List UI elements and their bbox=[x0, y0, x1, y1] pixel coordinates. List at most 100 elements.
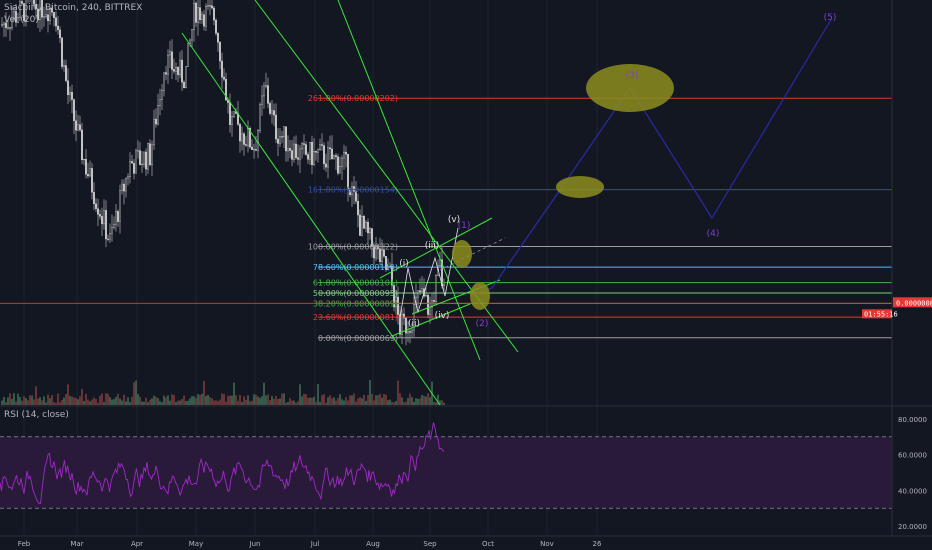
volume-bar bbox=[45, 402, 47, 405]
volume-label[interactable]: Vol (20) bbox=[4, 15, 39, 25]
volume-bar bbox=[201, 393, 203, 405]
volume-bar bbox=[89, 401, 91, 405]
elliott-projection[interactable]: (i) (ii) (iii) (iv) (v)(1) (2) (3) (4) (5) bbox=[399, 13, 836, 329]
rsi-panel bbox=[0, 422, 892, 509]
volume-bar bbox=[171, 394, 173, 405]
candle-body bbox=[405, 317, 408, 334]
candle-body bbox=[104, 210, 107, 240]
candle-body bbox=[367, 222, 370, 234]
volume-bar bbox=[97, 402, 99, 405]
candle-body bbox=[170, 51, 173, 70]
volume-bar bbox=[353, 393, 355, 405]
fib-level-label: 23.60%(0.00000081) bbox=[313, 313, 398, 322]
candle-body bbox=[74, 120, 77, 131]
volume-bar bbox=[117, 393, 119, 405]
candle-body bbox=[395, 296, 398, 308]
candle-body bbox=[86, 173, 89, 177]
volume-bar bbox=[329, 395, 331, 405]
volume-bar bbox=[11, 398, 13, 405]
candle-body bbox=[230, 116, 233, 125]
fib-level-label: 78.60%(0.00000110) bbox=[313, 263, 398, 272]
candle-body bbox=[72, 99, 75, 121]
volume-bar bbox=[5, 402, 7, 405]
channel-line bbox=[379, 217, 493, 279]
volume-bar bbox=[47, 394, 49, 405]
candle-body bbox=[419, 290, 422, 292]
countdown-tag bbox=[862, 309, 892, 319]
candle-body bbox=[291, 150, 294, 160]
fibonacci-retracement[interactable]: 261.80%(0.00000202) 161.80%(0.00000154) 10… bbox=[0, 94, 892, 343]
candle-body bbox=[136, 150, 139, 152]
volume-bar bbox=[113, 399, 115, 405]
volume-bar bbox=[319, 401, 321, 405]
candle-body bbox=[407, 331, 410, 334]
volume-bar bbox=[315, 401, 317, 405]
time-tick-label: Apr bbox=[131, 540, 143, 548]
price-channels[interactable] bbox=[181, 0, 519, 406]
volume-bar bbox=[31, 395, 33, 405]
volume-bar bbox=[311, 397, 313, 405]
candle-body bbox=[204, 5, 207, 27]
volume-bar bbox=[343, 400, 345, 405]
candle-body bbox=[287, 148, 290, 152]
candle-body bbox=[63, 65, 66, 67]
volume-bar bbox=[245, 399, 247, 405]
symbol-title[interactable]: Siacoin / Bitcoin, 240, BITTREX bbox=[4, 3, 143, 13]
volume-bar bbox=[25, 398, 27, 405]
volume-bar bbox=[1, 400, 3, 405]
volume-bar bbox=[215, 400, 217, 405]
volume-bar bbox=[247, 395, 249, 405]
volume-bar bbox=[309, 397, 311, 405]
volume-bar bbox=[141, 401, 143, 405]
dashed-projection bbox=[439, 237, 506, 271]
volume-bar bbox=[19, 396, 21, 405]
volume-bar bbox=[407, 398, 409, 405]
time-tick-label: Sep bbox=[423, 540, 437, 548]
volume-bar bbox=[9, 393, 11, 405]
subwave-label: (iii) bbox=[425, 241, 440, 251]
volume-bar bbox=[389, 399, 391, 405]
candle-body bbox=[90, 168, 93, 193]
candle-body bbox=[148, 143, 151, 166]
volume-bar bbox=[49, 398, 51, 405]
volume-bar bbox=[197, 394, 199, 405]
volume-bar bbox=[179, 400, 181, 405]
candle-body bbox=[214, 19, 217, 34]
volume-bar bbox=[65, 394, 67, 405]
fib-level-label: 261.80%(0.00000202) bbox=[308, 94, 398, 103]
subwave-path bbox=[399, 227, 459, 319]
volume-bar bbox=[147, 402, 149, 405]
volume-bar bbox=[393, 402, 395, 405]
candle-body bbox=[25, 0, 28, 21]
candle-body bbox=[23, 3, 26, 21]
volume-bar bbox=[205, 395, 207, 405]
volume-bar bbox=[265, 395, 267, 405]
volume-bar bbox=[397, 380, 399, 405]
volume-bar bbox=[189, 398, 191, 405]
volume-bar bbox=[293, 400, 295, 405]
volume-bar bbox=[85, 393, 87, 405]
candle-body bbox=[106, 238, 109, 240]
candle-body bbox=[373, 245, 376, 259]
candle-body bbox=[277, 138, 280, 144]
candle-body bbox=[443, 284, 446, 287]
wave-label: (5) bbox=[824, 13, 837, 23]
candle-body bbox=[57, 25, 60, 31]
volume-bar bbox=[159, 400, 161, 405]
candle-body bbox=[10, 18, 13, 29]
candle-body bbox=[122, 183, 125, 192]
candle-body bbox=[110, 227, 113, 234]
candle-body bbox=[194, 2, 197, 23]
rsi-legend[interactable]: RSI (14, close) bbox=[4, 410, 69, 420]
volume-bar bbox=[53, 402, 55, 405]
candle-body bbox=[140, 163, 143, 165]
volume-bar bbox=[259, 397, 261, 405]
candle-body bbox=[301, 143, 304, 150]
candle-body bbox=[160, 90, 163, 100]
volume-bar bbox=[193, 396, 195, 405]
candle-body bbox=[116, 211, 119, 222]
candle-body bbox=[132, 163, 135, 174]
time-tick-label: Aug bbox=[366, 540, 380, 548]
volume-bar bbox=[27, 400, 29, 405]
